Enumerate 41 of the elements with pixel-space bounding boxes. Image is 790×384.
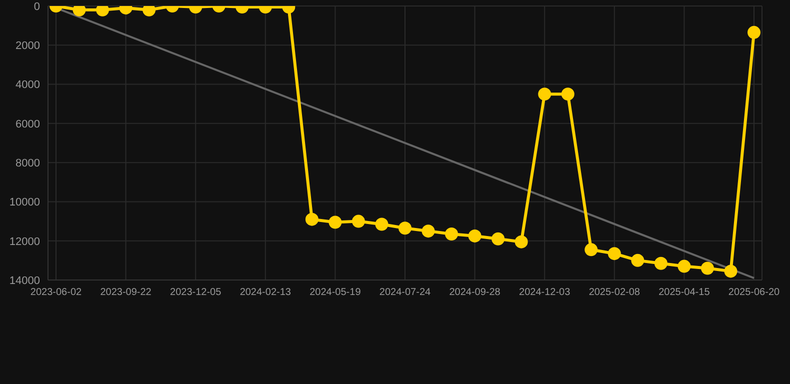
point xyxy=(514,235,528,248)
point xyxy=(96,6,110,16)
y-tick-label: 2000 xyxy=(16,40,40,52)
point xyxy=(375,218,388,231)
point xyxy=(678,260,691,273)
x-tick-label: 2024-02-13 xyxy=(240,287,292,298)
x-tick-label: 2025-04-15 xyxy=(658,287,710,298)
point xyxy=(72,6,86,16)
x-tick-label: 2024-12-03 xyxy=(519,287,571,298)
point xyxy=(468,229,482,242)
x-tick-label: 2024-07-24 xyxy=(379,287,432,298)
y-tick-label: 6000 xyxy=(16,118,40,130)
x-tick-label: 2023-09-22 xyxy=(100,287,152,298)
x-tick-label: 2025-02-08 xyxy=(588,287,640,298)
point xyxy=(492,232,505,246)
point xyxy=(700,262,714,275)
point xyxy=(398,222,412,235)
point xyxy=(538,88,552,101)
point xyxy=(584,243,598,256)
point xyxy=(608,247,621,260)
y-tick-label: 4000 xyxy=(16,79,40,92)
point xyxy=(561,88,574,101)
point xyxy=(422,224,435,238)
point xyxy=(352,214,365,228)
point xyxy=(631,254,644,267)
point xyxy=(654,256,668,270)
x-tick-label: 2024-05-19 xyxy=(310,287,362,298)
point xyxy=(305,212,318,226)
y-tick-label: 12000 xyxy=(9,236,40,248)
y-tick-label: 0 xyxy=(34,0,40,13)
point xyxy=(328,216,342,229)
y-tick-label: 10000 xyxy=(9,196,40,209)
point xyxy=(724,264,738,278)
x-tick-label: 2024-09-28 xyxy=(449,287,501,298)
x-tick-label: 2023-06-02 xyxy=(30,287,82,298)
x-tick-label: 2023-12-05 xyxy=(170,287,222,298)
x-tick-label: 2025-06-20 xyxy=(728,287,780,298)
y-tick-label: 8000 xyxy=(16,157,40,170)
y-tick-label: 14000 xyxy=(9,274,40,287)
point xyxy=(142,6,156,16)
point xyxy=(445,228,458,241)
